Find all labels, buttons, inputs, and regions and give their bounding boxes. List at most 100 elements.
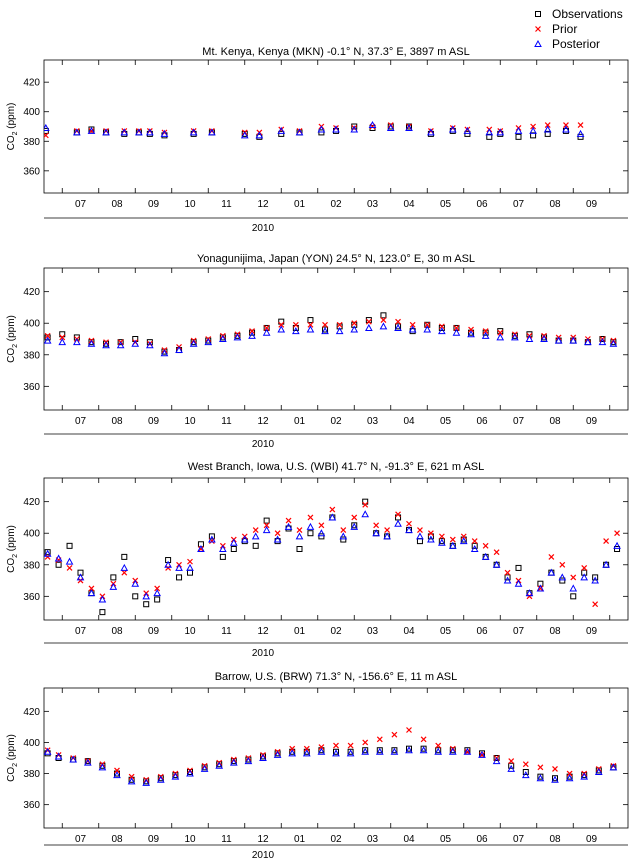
- plot-frame: [43, 59, 629, 194]
- plot-frame: [43, 477, 629, 621]
- x-tick-label: 10: [184, 199, 196, 210]
- point-posterior: [562, 125, 570, 133]
- point-prior: [351, 514, 358, 521]
- point-prior: [88, 128, 95, 134]
- panel-3: West Branch, Iowa, U.S. (WBI) 41.7° N, -…: [6, 461, 629, 659]
- point-posterior: [273, 750, 282, 758]
- point-posterior: [503, 576, 512, 584]
- point-posterior: [98, 763, 107, 771]
- point-posterior: [375, 747, 384, 755]
- point-prior: [362, 501, 369, 508]
- point-posterior: [609, 339, 618, 347]
- point-posterior: [405, 746, 413, 754]
- point-prior: [307, 321, 314, 328]
- point-posterior: [306, 522, 315, 530]
- point-prior: [198, 546, 204, 552]
- point-observations: [559, 577, 566, 584]
- point-observations: [263, 517, 270, 524]
- point-posterior: [580, 772, 589, 780]
- point-posterior: [467, 330, 475, 338]
- point-posterior: [365, 323, 373, 331]
- year-label: 2010: [252, 850, 275, 861]
- plot-frame: [43, 267, 629, 411]
- point-observations: [333, 748, 339, 755]
- y-tick-label: 360: [23, 592, 40, 603]
- point-prior: [362, 739, 369, 746]
- point-posterior: [306, 325, 315, 333]
- series-observations: [44, 498, 621, 616]
- point-observations: [318, 533, 325, 540]
- point-posterior: [142, 592, 151, 600]
- point-observations: [537, 773, 544, 780]
- point-posterior: [478, 750, 486, 758]
- panels: Mt. Kenya, Kenya (MKN) -0.1° N, 37.3° E,…: [6, 46, 629, 861]
- legend-marker-square: [535, 11, 541, 17]
- x-tick-label: 07: [75, 834, 87, 845]
- point-observations: [146, 339, 153, 346]
- point-observations: [143, 778, 150, 785]
- x-tick-label: 07: [513, 626, 525, 637]
- point-prior: [285, 517, 292, 524]
- panel-title: Yonagunijima, Japan (YON) 24.5° N, 123.0…: [197, 253, 475, 265]
- y-tick-label: 360: [23, 800, 40, 811]
- point-posterior: [459, 537, 468, 545]
- point-posterior: [584, 338, 592, 346]
- point-prior: [44, 553, 51, 560]
- point-posterior: [463, 126, 472, 134]
- point-posterior: [317, 125, 326, 133]
- point-posterior: [98, 595, 107, 603]
- point-prior: [504, 569, 511, 576]
- point-observations: [260, 753, 266, 760]
- x-tick-label: 09: [148, 834, 160, 845]
- point-posterior: [76, 573, 85, 581]
- point-observations: [245, 756, 252, 763]
- point-prior: [59, 334, 66, 341]
- point-observations: [249, 329, 256, 336]
- x-tick-label: 05: [440, 416, 452, 427]
- point-observations: [599, 336, 606, 342]
- point-prior: [249, 328, 255, 335]
- x-tick-label: 03: [367, 626, 379, 637]
- point-posterior: [102, 128, 110, 136]
- point-posterior: [463, 747, 472, 755]
- point-observations: [530, 132, 537, 139]
- point-observations: [391, 747, 398, 754]
- point-prior: [479, 751, 485, 758]
- point-posterior: [113, 771, 121, 779]
- point-observations: [143, 601, 150, 608]
- point-posterior: [200, 764, 209, 772]
- point-posterior: [244, 757, 253, 765]
- point-observations: [132, 593, 139, 600]
- point-posterior: [423, 325, 432, 333]
- point-posterior: [262, 328, 271, 336]
- point-prior: [77, 577, 84, 584]
- point-posterior: [87, 126, 96, 134]
- point-prior: [391, 731, 398, 738]
- point-prior: [537, 764, 544, 771]
- point-observations: [110, 574, 117, 581]
- point-prior: [471, 538, 478, 545]
- point-prior: [548, 553, 555, 560]
- legend-marker-cross: [535, 26, 541, 32]
- point-posterior: [146, 128, 154, 136]
- x-tick-label: 08: [111, 416, 123, 427]
- point-observations: [219, 553, 226, 560]
- point-posterior: [394, 323, 402, 331]
- point-posterior: [204, 338, 213, 346]
- y-tick-label: 380: [23, 769, 40, 780]
- x-tick-label: 09: [586, 416, 598, 427]
- x-tick-label: 07: [513, 416, 525, 427]
- point-posterior: [492, 560, 501, 568]
- x-tick-label: 07: [513, 834, 525, 845]
- point-prior: [603, 538, 610, 545]
- point-observations: [438, 538, 445, 545]
- point-observations: [84, 758, 91, 765]
- data-points: [44, 498, 621, 616]
- point-posterior: [496, 128, 505, 136]
- x-tick-label: 07: [75, 199, 87, 210]
- point-observations: [420, 745, 427, 752]
- x-tick-label: 08: [549, 416, 561, 427]
- point-observations: [614, 546, 621, 552]
- point-prior: [340, 527, 347, 533]
- point-posterior: [492, 757, 501, 765]
